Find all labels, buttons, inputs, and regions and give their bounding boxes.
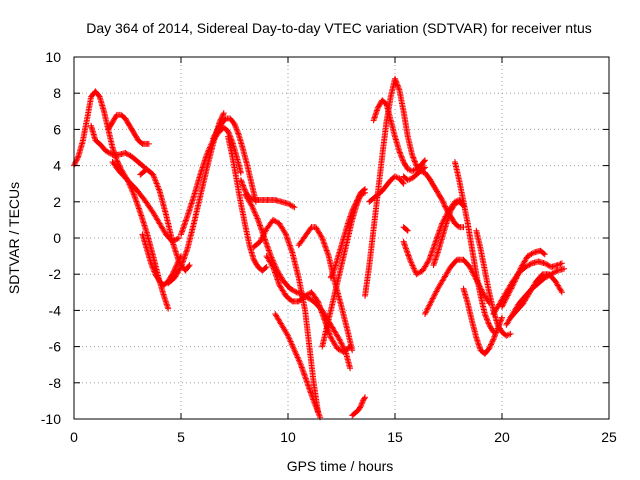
x-tick-label: 0 bbox=[70, 429, 78, 445]
chart-title: Day 364 of 2014, Sidereal Day-to-day VTE… bbox=[86, 20, 592, 36]
series-arc-02 bbox=[88, 122, 148, 171]
y-tick-label: -6 bbox=[49, 339, 62, 355]
series-arc-13 bbox=[250, 216, 321, 415]
series-arc-10 bbox=[225, 133, 270, 274]
x-tick-label: 5 bbox=[177, 429, 185, 445]
series-arc-19 bbox=[349, 394, 368, 419]
y-tick-label: 8 bbox=[53, 85, 61, 101]
series-arc-21 bbox=[366, 173, 407, 205]
series-arc-15 bbox=[272, 311, 324, 421]
y-tick-label: -8 bbox=[49, 375, 62, 391]
y-tick-labels: -10 -8 -6 -4 -2 0 2 4 6 8 10 bbox=[41, 49, 61, 427]
x-tick-label: 10 bbox=[280, 429, 296, 445]
y-tick-label: 6 bbox=[53, 121, 61, 137]
series-arc-28 bbox=[451, 159, 497, 336]
series-arc-30 bbox=[473, 227, 514, 339]
y-tick-label: -10 bbox=[41, 411, 61, 427]
x-tick-labels: 0 5 10 15 20 25 bbox=[70, 429, 617, 445]
y-tick-label: 10 bbox=[45, 49, 61, 65]
series-arc-22 bbox=[370, 97, 428, 174]
x-tick-label: 25 bbox=[601, 429, 617, 445]
series-arc-17 bbox=[319, 189, 368, 350]
x-axis-label: GPS time / hours bbox=[287, 458, 394, 474]
series-arc-03 bbox=[105, 111, 152, 147]
series-arc-27 bbox=[430, 198, 467, 269]
axis-ticks bbox=[73, 56, 610, 420]
series-arc-24 bbox=[400, 224, 411, 234]
y-tick-label: -4 bbox=[49, 302, 62, 318]
series-arc-18 bbox=[327, 186, 368, 281]
y-tick-label: -2 bbox=[49, 266, 62, 282]
series-arc-09 bbox=[210, 115, 259, 205]
series-arc-32 bbox=[499, 247, 548, 310]
data-points bbox=[71, 75, 568, 421]
series-arc-08 bbox=[178, 124, 244, 238]
y-tick-label: 4 bbox=[53, 158, 61, 174]
series-arc-34 bbox=[507, 271, 565, 321]
x-tick-label: 15 bbox=[387, 429, 403, 445]
y-tick-label: 2 bbox=[53, 194, 61, 210]
y-tick-label: 0 bbox=[53, 230, 61, 246]
y-axis-label: SDTVAR / TECUs bbox=[6, 182, 22, 294]
x-tick-label: 20 bbox=[494, 429, 510, 445]
